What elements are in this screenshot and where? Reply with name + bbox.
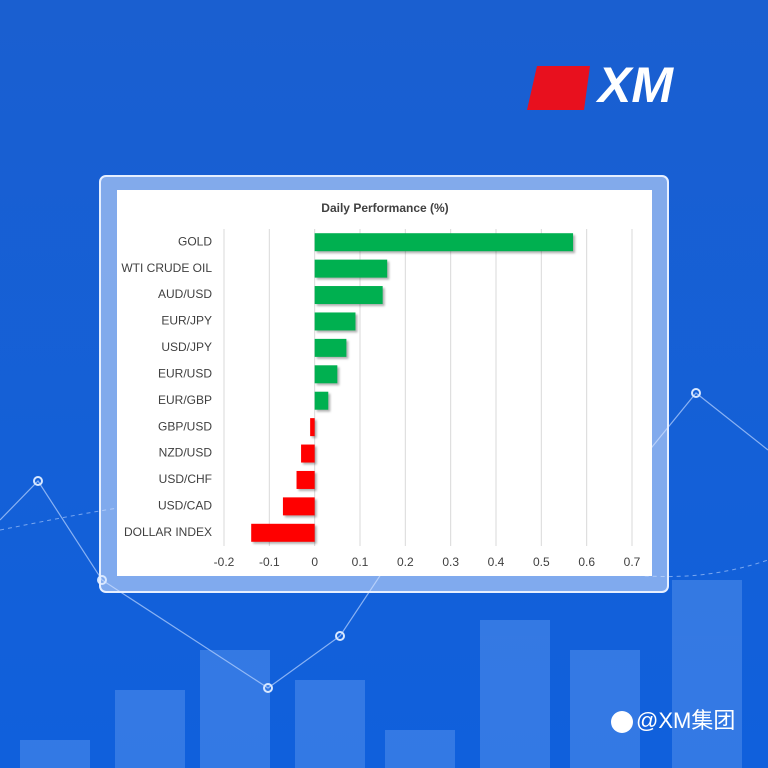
bar: [314, 312, 356, 331]
bar: [296, 470, 315, 489]
y-tick-label: DOLLAR INDEX: [124, 525, 212, 539]
x-tick-label: -0.1: [259, 555, 280, 569]
bar: [314, 233, 574, 252]
x-tick-label: 0.3: [442, 555, 459, 569]
y-tick-label: GOLD: [178, 234, 212, 248]
bar: [314, 365, 338, 384]
y-tick-label: GBP/USD: [158, 419, 212, 433]
x-tick-label: -0.2: [214, 555, 235, 569]
x-tick-label: 0.5: [533, 555, 550, 569]
y-tick-label: AUD/USD: [158, 287, 212, 301]
bar: [314, 391, 329, 410]
bar: [282, 497, 315, 516]
bar: [314, 286, 383, 305]
y-tick-label: USD/JPY: [161, 340, 212, 354]
x-tick-label: 0.4: [488, 555, 505, 569]
bar: [314, 338, 347, 357]
watermark: @XM集团: [636, 708, 735, 733]
bar: [314, 259, 388, 278]
x-tick-label: 0.7: [624, 555, 641, 569]
watermark-icon: [611, 711, 633, 733]
logo-mark: [527, 66, 590, 110]
y-tick-label: EUR/USD: [158, 366, 212, 380]
plot-area: [117, 190, 652, 576]
y-tick-label: USD/CAD: [158, 499, 212, 513]
logo: XM: [595, 57, 674, 113]
y-tick-label: EUR/GBP: [158, 393, 212, 407]
y-tick-label: USD/CHF: [159, 472, 212, 486]
y-tick-label: EUR/JPY: [161, 314, 212, 328]
x-tick-label: 0: [311, 555, 318, 569]
x-tick-label: 0.2: [397, 555, 414, 569]
chart-title: Daily Performance (%): [321, 201, 448, 215]
bar: [310, 418, 315, 437]
y-tick-label: NZD/USD: [159, 446, 213, 460]
y-tick-label: WTI CRUDE OIL: [121, 261, 212, 275]
decor-bars: [20, 580, 742, 768]
bar: [251, 523, 315, 542]
bar: [301, 444, 315, 463]
x-tick-label: 0.1: [352, 555, 369, 569]
x-tick-label: 0.6: [578, 555, 595, 569]
